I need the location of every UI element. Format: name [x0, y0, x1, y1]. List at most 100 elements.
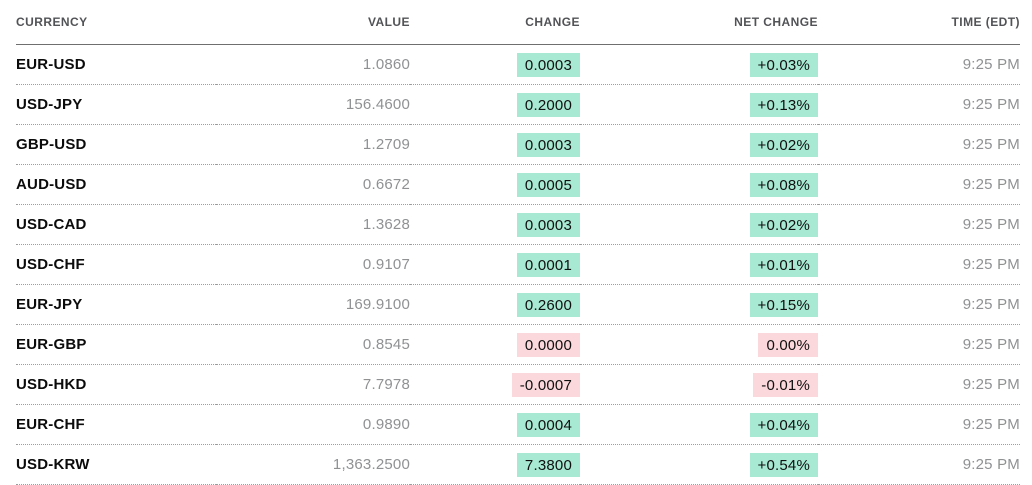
change-cell: 0.0001: [410, 244, 580, 285]
currency-value: 156.4600: [345, 96, 410, 113]
change-cell: 0.2600: [410, 284, 580, 325]
currency-value: 169.9100: [345, 296, 410, 313]
change-badge: 0.0001: [516, 252, 580, 277]
time-cell: 9:25 PM: [818, 84, 1020, 125]
time-cell: 9:25 PM: [818, 204, 1020, 245]
column-header-value: VALUE: [216, 0, 410, 45]
net-change-badge: +0.01%: [749, 252, 818, 277]
net-change-cell: -0.01%: [580, 364, 818, 405]
currency-ticker[interactable]: EUR-USD: [16, 56, 86, 73]
currency-ticker[interactable]: USD-CAD: [16, 216, 87, 233]
quote-time: 9:25 PM: [962, 56, 1020, 73]
table-row: EUR-CHF 0.9890 0.0004 +0.04% 9:25 PM: [16, 404, 1020, 445]
time-cell: 9:25 PM: [818, 404, 1020, 445]
change-cell: 0.0003: [410, 44, 580, 85]
value-cell: 1.3628: [216, 204, 410, 245]
quote-time: 9:25 PM: [962, 456, 1020, 473]
currency-cell: EUR-USD: [16, 44, 216, 85]
net-change-cell: +0.02%: [580, 204, 818, 245]
currency-cell: USD-HKD: [16, 364, 216, 405]
net-change-badge: +0.02%: [749, 132, 818, 157]
change-badge: 0.0003: [516, 132, 580, 157]
currency-ticker[interactable]: AUD-USD: [16, 176, 87, 193]
net-change-cell: +0.13%: [580, 84, 818, 125]
fx-rates-table: CURRENCY VALUE CHANGE NET CHANGE TIME (E…: [16, 0, 1020, 485]
change-cell: 0.0005: [410, 164, 580, 205]
currency-cell: EUR-JPY: [16, 284, 216, 325]
currency-ticker[interactable]: USD-CHF: [16, 256, 85, 273]
time-cell: 9:25 PM: [818, 244, 1020, 285]
net-change-badge: +0.02%: [749, 212, 818, 237]
quote-time: 9:25 PM: [962, 96, 1020, 113]
value-cell: 1,363.2500: [216, 444, 410, 485]
net-change-cell: +0.01%: [580, 244, 818, 285]
net-change-badge: -0.01%: [753, 372, 818, 397]
column-header-time: TIME (EDT): [818, 0, 1020, 45]
currency-ticker[interactable]: GBP-USD: [16, 136, 87, 153]
table-row: AUD-USD 0.6672 0.0005 +0.08% 9:25 PM: [16, 164, 1020, 205]
currency-value: 0.9890: [362, 416, 410, 433]
currency-ticker[interactable]: USD-KRW: [16, 456, 90, 473]
change-badge: 0.0003: [516, 212, 580, 237]
net-change-badge: +0.54%: [749, 452, 818, 477]
value-cell: 0.9890: [216, 404, 410, 445]
net-change-badge: +0.03%: [749, 52, 818, 77]
table-row: EUR-JPY 169.9100 0.2600 +0.15% 9:25 PM: [16, 284, 1020, 325]
net-change-cell: 0.00%: [580, 324, 818, 365]
change-badge: 0.0000: [516, 332, 580, 357]
currency-cell: EUR-GBP: [16, 324, 216, 365]
net-change-cell: +0.02%: [580, 124, 818, 165]
currency-cell: USD-CHF: [16, 244, 216, 285]
value-cell: 1.2709: [216, 124, 410, 165]
time-cell: 9:25 PM: [818, 364, 1020, 405]
time-cell: 9:25 PM: [818, 284, 1020, 325]
time-cell: 9:25 PM: [818, 164, 1020, 205]
value-cell: 7.7978: [216, 364, 410, 405]
change-cell: -0.0007: [410, 364, 580, 405]
change-badge: 0.0005: [516, 172, 580, 197]
net-change-badge: +0.08%: [749, 172, 818, 197]
currency-value: 0.8545: [362, 336, 410, 353]
time-cell: 9:25 PM: [818, 44, 1020, 85]
quote-time: 9:25 PM: [962, 136, 1020, 153]
currency-cell: USD-KRW: [16, 444, 216, 485]
table-row: USD-JPY 156.4600 0.2000 +0.13% 9:25 PM: [16, 84, 1020, 125]
currency-value: 0.6672: [362, 176, 410, 193]
currency-cell: EUR-CHF: [16, 404, 216, 445]
currency-value: 0.9107: [362, 256, 410, 273]
value-cell: 0.9107: [216, 244, 410, 285]
currency-value: 1.0860: [362, 56, 410, 73]
value-cell: 0.6672: [216, 164, 410, 205]
currency-ticker[interactable]: EUR-JPY: [16, 296, 83, 313]
currency-ticker[interactable]: USD-JPY: [16, 96, 83, 113]
time-cell: 9:25 PM: [818, 324, 1020, 365]
change-cell: 0.0004: [410, 404, 580, 445]
table-row: GBP-USD 1.2709 0.0003 +0.02% 9:25 PM: [16, 124, 1020, 165]
currency-ticker[interactable]: EUR-GBP: [16, 336, 87, 353]
currency-ticker[interactable]: USD-HKD: [16, 376, 87, 393]
change-cell: 0.2000: [410, 84, 580, 125]
value-cell: 0.8545: [216, 324, 410, 365]
change-badge: 0.2600: [516, 292, 580, 317]
value-cell: 156.4600: [216, 84, 410, 125]
change-badge: 0.0003: [516, 52, 580, 77]
table-row: USD-CHF 0.9107 0.0001 +0.01% 9:25 PM: [16, 244, 1020, 285]
header-row: CURRENCY VALUE CHANGE NET CHANGE TIME (E…: [16, 0, 1020, 45]
net-change-cell: +0.15%: [580, 284, 818, 325]
change-cell: 0.0003: [410, 204, 580, 245]
quote-time: 9:25 PM: [962, 176, 1020, 193]
change-badge: 7.3800: [516, 452, 580, 477]
net-change-cell: +0.08%: [580, 164, 818, 205]
table-row: USD-CAD 1.3628 0.0003 +0.02% 9:25 PM: [16, 204, 1020, 245]
net-change-badge: 0.00%: [758, 332, 818, 357]
currency-ticker[interactable]: EUR-CHF: [16, 416, 85, 433]
column-header-change: CHANGE: [410, 0, 580, 45]
quote-time: 9:25 PM: [962, 416, 1020, 433]
net-change-cell: +0.03%: [580, 44, 818, 85]
change-cell: 7.3800: [410, 444, 580, 485]
column-header-net-change: NET CHANGE: [580, 0, 818, 45]
change-cell: 0.0000: [410, 324, 580, 365]
table-row: USD-KRW 1,363.2500 7.3800 +0.54% 9:25 PM: [16, 444, 1020, 485]
change-cell: 0.0003: [410, 124, 580, 165]
